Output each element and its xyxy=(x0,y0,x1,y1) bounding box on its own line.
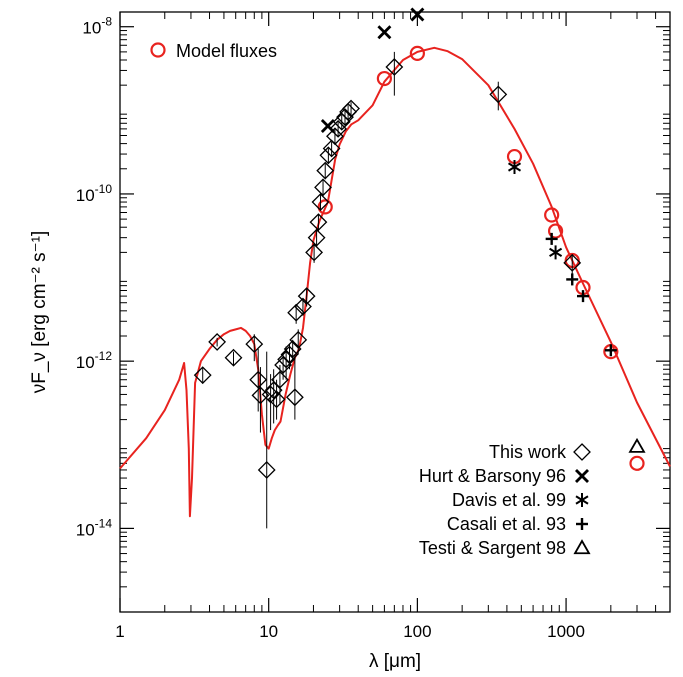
casali-et-al-93-point xyxy=(566,273,579,286)
x-tick-labels: 1 10 100 1000 xyxy=(115,622,585,641)
y-tick-label: 10-10 xyxy=(76,182,113,205)
x-axis-label: λ [μm] xyxy=(369,651,421,672)
this-work-point xyxy=(285,388,304,407)
this-work-point xyxy=(280,345,299,364)
legend-casali-et-al-93-marker xyxy=(576,518,588,530)
this-work-point xyxy=(326,127,344,146)
model-fluxes-point xyxy=(376,70,392,87)
legend-hurt-barsony-96-label: Hurt & Barsony 96 xyxy=(419,466,566,486)
this-work-point xyxy=(336,108,354,127)
minor-ticks xyxy=(120,12,671,612)
this-work-point xyxy=(329,119,348,138)
legend-hurt-barsony-96-marker xyxy=(575,469,589,483)
plot-frame xyxy=(119,11,671,613)
model-fluxes-point xyxy=(409,45,425,61)
this-work-point xyxy=(193,366,212,385)
model-fluxes-point xyxy=(544,207,560,223)
y-tick-labels: 10-14 10-12 10-10 10-8 xyxy=(76,15,113,540)
this-work-point xyxy=(563,253,582,272)
legend-davis-et-al-99-marker xyxy=(575,493,589,507)
this-work-point xyxy=(309,213,328,232)
legend-this-work-marker xyxy=(573,443,591,461)
davis-et-al-99-point xyxy=(549,245,563,260)
this-work-point xyxy=(322,139,341,158)
hurt-barsony-96-point xyxy=(377,25,392,40)
x-tick-label: 1 xyxy=(115,622,124,641)
casali-et-al-93-point xyxy=(545,232,558,245)
this-work-point xyxy=(208,332,227,351)
this-work-point xyxy=(311,193,330,211)
this-work-point xyxy=(307,228,326,247)
casali-et-al-93-point xyxy=(577,290,590,303)
model-fluxes-point xyxy=(629,455,645,471)
y-axis-label: νF_ν [erg cm⁻² s⁻¹] xyxy=(29,231,50,394)
this-work-point xyxy=(297,287,316,306)
this-work-point xyxy=(257,461,276,479)
legend-testi-sargent-98-label: Testi & Sargent 98 xyxy=(419,538,566,558)
legend-casali-et-al-93-label: Casali et al. 93 xyxy=(447,514,566,534)
legend-layer: Model fluxes This work Hurt & Barsony 96 Da… xyxy=(150,41,591,558)
this-work-point xyxy=(287,303,306,322)
this-work-point xyxy=(245,335,264,354)
testi-sargent-98-point xyxy=(628,437,646,453)
this-work-point xyxy=(289,330,308,349)
this-work-point xyxy=(251,386,270,405)
hurt-barsony-96-point xyxy=(410,7,425,22)
series-layer xyxy=(119,7,671,529)
this-work-point xyxy=(319,146,338,165)
legend-model-fluxes-label: Model fluxes xyxy=(176,41,277,61)
this-work-point xyxy=(294,297,312,316)
this-work-point xyxy=(267,390,286,409)
model-fluxes-point xyxy=(547,223,564,239)
y-tick-label: 10-12 xyxy=(76,349,113,372)
y-tick-label: 10-14 xyxy=(76,516,113,539)
casali-et-al-93-point xyxy=(604,344,617,357)
model-fluxes-curve xyxy=(119,46,671,518)
model-fluxes-point xyxy=(317,199,333,215)
this-work-point xyxy=(249,370,268,389)
hurt-barsony-96-point xyxy=(320,118,335,133)
this-work-point xyxy=(316,161,335,180)
this-work-point xyxy=(271,370,289,389)
this-work-point xyxy=(314,178,332,197)
this-work-point xyxy=(489,85,508,104)
legend-davis-et-al-99-label: Davis et al. 99 xyxy=(452,490,566,510)
x-tick-label: 100 xyxy=(403,622,431,641)
x-tick-label: 10 xyxy=(259,622,278,641)
this-work-point xyxy=(385,58,404,76)
this-work-point xyxy=(277,350,296,369)
legend-model-fluxes-marker xyxy=(150,42,166,58)
this-work-point xyxy=(342,99,360,118)
major-ticks xyxy=(119,12,670,612)
y-tick-label: 10-8 xyxy=(82,15,112,38)
legend-this-work-label: This work xyxy=(489,442,567,462)
davis-et-al-99-point xyxy=(507,160,522,175)
x-tick-label: 1000 xyxy=(547,622,585,641)
this-work-point xyxy=(224,348,243,367)
this-work-point xyxy=(305,243,324,262)
legend-testi-sargent-98-marker xyxy=(573,539,591,555)
